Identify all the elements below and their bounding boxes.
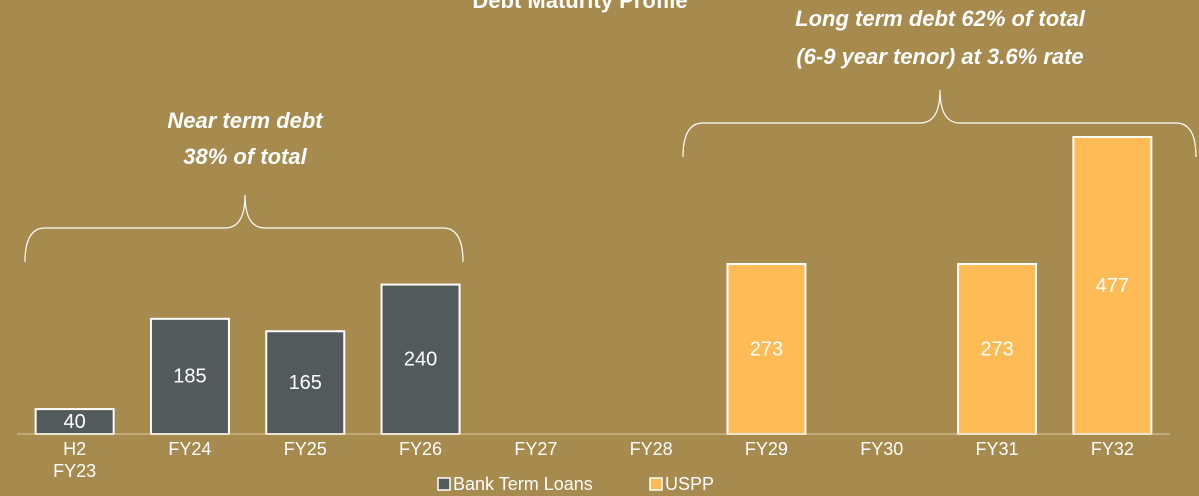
annotation: (6-9 year tenor) at 3.6% rate	[796, 44, 1083, 69]
x-tick-label: FY25	[283, 439, 327, 459]
bar	[380, 283, 461, 435]
x-tick-label: FY24	[168, 439, 212, 459]
value-label: 273	[750, 338, 783, 360]
value-label: 477	[1096, 275, 1129, 297]
x-tick-label: FY31	[975, 439, 1019, 459]
near-term-brace	[24, 194, 464, 263]
value-label: 185	[173, 366, 206, 388]
bar	[149, 317, 230, 435]
value-label: 240	[404, 349, 437, 371]
value-label: 273	[980, 338, 1013, 360]
x-tick-label: FY30	[860, 439, 904, 459]
bar	[957, 263, 1038, 435]
long-term-brace	[682, 89, 1197, 158]
x-tick-label: FY26	[399, 439, 443, 459]
legend-swatch	[649, 477, 663, 491]
x-tick-label: FY28	[629, 439, 673, 459]
annotation: Near term debt	[167, 108, 324, 133]
x-tick-label: FY32	[1090, 439, 1134, 459]
chart-title: Debt Maturity Profile	[472, 0, 687, 13]
value-label: 165	[289, 372, 322, 394]
bar	[1072, 136, 1153, 435]
x-tick-label: FY29	[744, 439, 788, 459]
value-label: 40	[64, 411, 86, 433]
bar	[726, 263, 807, 435]
x-tick-label: FY27	[514, 439, 558, 459]
legend-label: USPP	[665, 474, 714, 494]
legend-label: Bank Term Loans	[453, 474, 593, 494]
legend-swatch	[437, 477, 451, 491]
annotation: Long term debt 62% of total	[795, 6, 1086, 31]
x-tick-label: H2 FY23	[53, 439, 97, 481]
annotation: 38% of total	[183, 144, 307, 169]
